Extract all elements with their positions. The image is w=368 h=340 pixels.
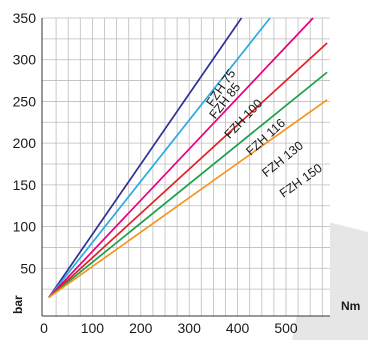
y-tick-label: 300 xyxy=(13,52,37,68)
series-line-2 xyxy=(48,17,314,299)
tick-labels: 0 100 200 300 400 500 50 100 150 200 250 300 350 xyxy=(13,10,298,336)
y-tick-label: 100 xyxy=(13,219,37,235)
series-line-5 xyxy=(48,99,328,299)
y-axis-label: bar xyxy=(11,295,25,314)
series-line-3 xyxy=(48,42,328,299)
grid-lines xyxy=(42,17,330,316)
y-tick-label: 50 xyxy=(20,260,36,276)
y-tick-label: 200 xyxy=(13,135,37,151)
series-lines xyxy=(48,17,328,299)
y-tick-label: 150 xyxy=(13,177,37,193)
series-line-4 xyxy=(48,71,328,299)
series-line-1 xyxy=(48,17,271,299)
y-tick-label: 250 xyxy=(13,93,37,109)
x-axis-label: Nm xyxy=(341,299,360,313)
x-tick-label: 0 xyxy=(40,320,48,336)
x-tick-label: 100 xyxy=(81,320,105,336)
x-tick-label: 400 xyxy=(226,320,250,336)
series-line-0 xyxy=(48,17,243,298)
x-tick-label: 200 xyxy=(129,320,153,336)
x-tick-label: 500 xyxy=(274,320,298,336)
axes xyxy=(41,18,330,317)
plot-area xyxy=(42,18,330,316)
x-tick-label: 300 xyxy=(178,320,202,336)
y-tick-label: 350 xyxy=(13,10,37,26)
